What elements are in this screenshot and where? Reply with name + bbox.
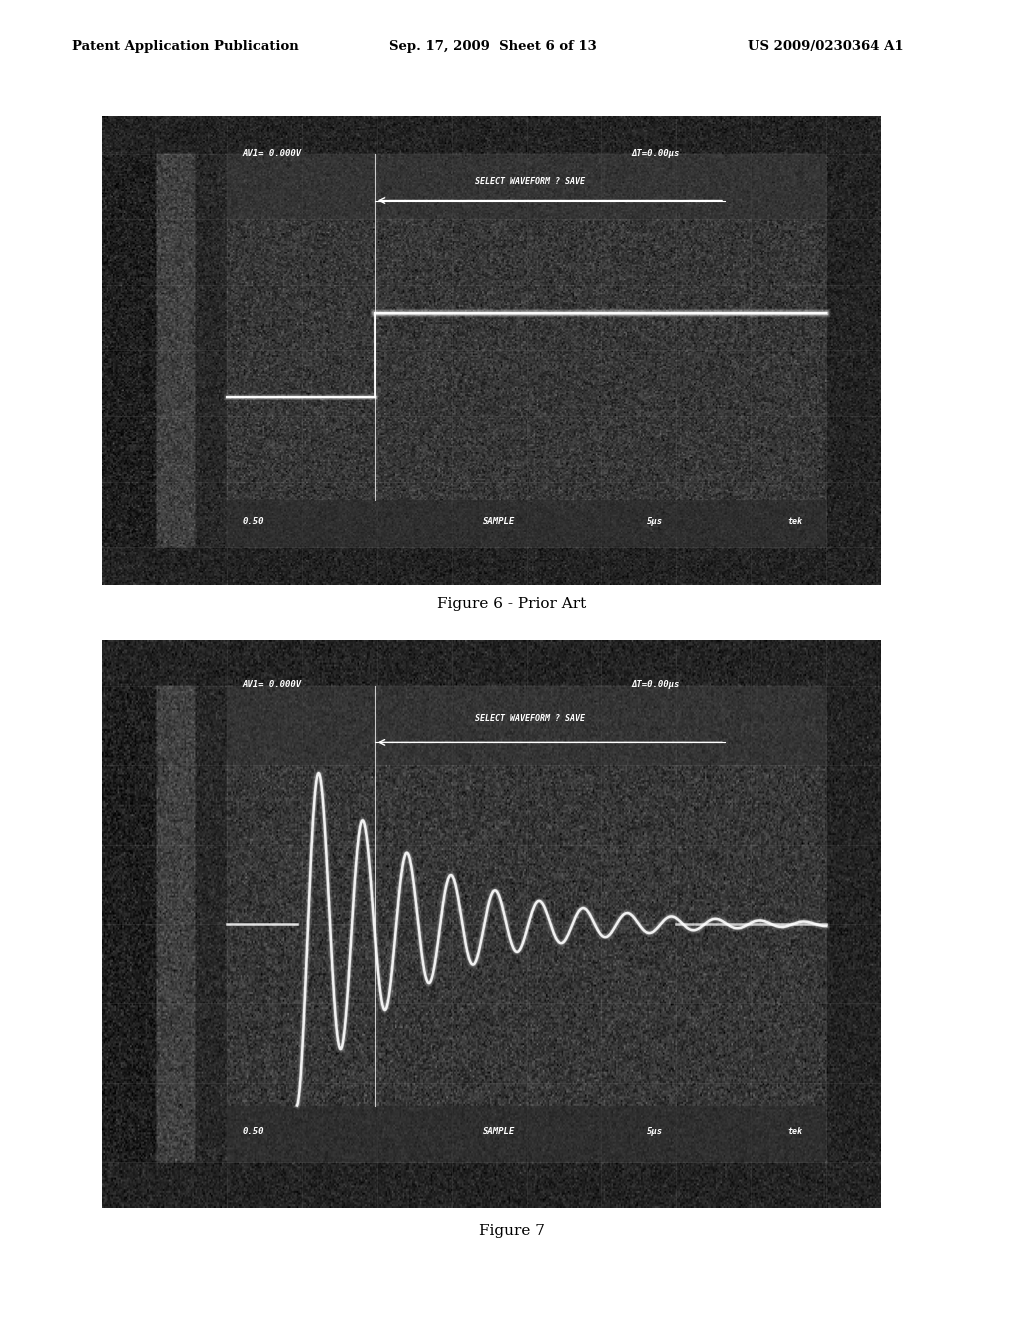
Text: US 2009/0230364 A1: US 2009/0230364 A1 [748, 40, 903, 53]
Bar [227, 685, 826, 766]
Bar [227, 500, 826, 548]
Text: ΔT=0.00μs: ΔT=0.00μs [632, 680, 680, 689]
Text: tek: tek [787, 517, 802, 525]
Text: Figure 7: Figure 7 [479, 1224, 545, 1238]
Text: SELECT WAVEFORM ? SAVE: SELECT WAVEFORM ? SAVE [475, 714, 586, 723]
Text: SAMPLE: SAMPLE [483, 1127, 515, 1135]
Text: Sep. 17, 2009  Sheet 6 of 13: Sep. 17, 2009 Sheet 6 of 13 [389, 40, 597, 53]
Text: AV1= 0.000V: AV1= 0.000V [243, 680, 302, 689]
Text: 5μs: 5μs [647, 517, 664, 525]
Bar [227, 1106, 826, 1163]
Text: SAMPLE: SAMPLE [483, 517, 515, 525]
Text: 5μs: 5μs [647, 1127, 664, 1135]
Text: AV1= 0.000V: AV1= 0.000V [243, 149, 302, 158]
Text: 0.50: 0.50 [243, 517, 264, 525]
Text: Figure 6 - Prior Art: Figure 6 - Prior Art [437, 597, 587, 611]
Bar [227, 153, 826, 219]
Text: 0.50: 0.50 [243, 1127, 264, 1135]
Text: tek: tek [787, 1127, 802, 1135]
Text: Patent Application Publication: Patent Application Publication [72, 40, 298, 53]
Text: ΔT=0.00μs: ΔT=0.00μs [632, 149, 680, 158]
Text: SELECT WAVEFORM ? SAVE: SELECT WAVEFORM ? SAVE [475, 177, 586, 186]
